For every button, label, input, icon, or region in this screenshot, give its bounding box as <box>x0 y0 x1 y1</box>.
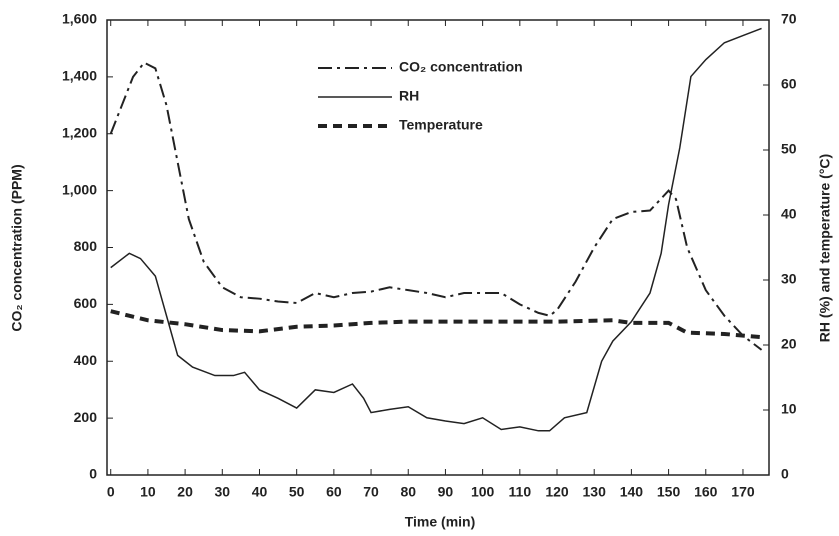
x-tick-label: 150 <box>657 484 681 500</box>
series-line <box>110 27 762 432</box>
series-line <box>109 61 763 351</box>
y2-tick-label: 30 <box>781 271 797 287</box>
y-tick-label: 800 <box>74 238 98 254</box>
x-tick-label: 70 <box>363 484 379 500</box>
x-tick-label: 110 <box>509 484 532 500</box>
x-tick-label: 40 <box>252 484 268 500</box>
x-axis-label: Time (min) <box>405 514 476 530</box>
y2-tick-label: 70 <box>781 11 797 27</box>
y2-tick-label: 20 <box>781 336 797 352</box>
x-tick-label: 90 <box>438 484 454 500</box>
y2-axis-label: RH (%) and temperature (°C) <box>817 154 833 342</box>
legend-label: RH <box>399 88 419 104</box>
x-tick-label: 60 <box>326 484 342 500</box>
y-axis-label: CO₂ concentration (PPM) <box>9 164 25 331</box>
y2-tick-label: 50 <box>781 141 797 157</box>
x-tick-label: 10 <box>140 484 156 500</box>
y-tick-label: 400 <box>74 352 98 368</box>
y-tick-label: 1,200 <box>62 124 97 140</box>
x-tick-label: 30 <box>215 484 231 500</box>
y-tick-label: 1,000 <box>62 181 97 197</box>
legend-label: CO₂ concentration <box>399 59 523 75</box>
x-tick-label: 0 <box>107 484 115 500</box>
x-tick-label: 160 <box>694 484 718 500</box>
y-tick-label: 0 <box>89 466 97 482</box>
y-tick-label: 1,400 <box>62 68 97 84</box>
y-tick-label: 200 <box>74 409 98 425</box>
y-tick-label: 1,600 <box>62 11 97 27</box>
y-tick-label: 600 <box>74 295 98 311</box>
x-tick-label: 100 <box>471 484 495 500</box>
series-line <box>110 309 762 340</box>
x-tick-label: 20 <box>177 484 193 500</box>
y2-tick-label: 60 <box>781 76 797 92</box>
y2-tick-label: 0 <box>781 466 789 482</box>
x-tick-label: 170 <box>731 484 755 500</box>
y2-tick-label: 40 <box>781 206 797 222</box>
x-tick-label: 120 <box>545 484 569 500</box>
y2-tick-label: 10 <box>781 401 797 417</box>
x-tick-label: 130 <box>583 484 607 500</box>
legend-label: Temperature <box>399 117 483 133</box>
x-tick-label: 140 <box>620 484 644 500</box>
plot-frame <box>106 19 770 476</box>
x-tick-label: 50 <box>289 484 305 500</box>
x-tick-label: 80 <box>400 484 416 500</box>
